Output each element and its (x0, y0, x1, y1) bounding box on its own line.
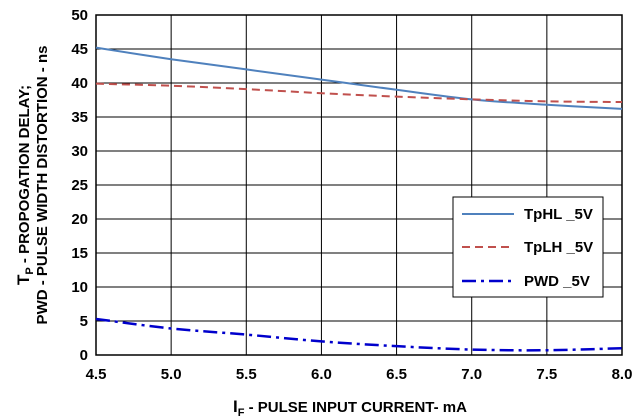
legend-label-tphl: TpHL _5V (524, 206, 593, 223)
x-axis-title-rest: - PULSE INPUT CURRENT- mA (244, 399, 467, 416)
legend-label-pwd: PWD _5V (524, 273, 590, 290)
plot-border (95, 14, 623, 356)
y-tick-label-5: 25 (71, 177, 88, 194)
y-tick-label-3: 15 (71, 245, 88, 262)
x-axis-title-main: I (233, 397, 238, 416)
x-tick-label-4: 6.5 (386, 366, 407, 383)
x-tick-label-1: 5.0 (161, 366, 182, 383)
x-axis-title: IF - PULSE INPUT CURRENT- mA (233, 397, 467, 419)
plot-area-border (95, 14, 623, 356)
y-tick-label-10: 50 (71, 7, 88, 24)
x-tick-label-6: 7.5 (536, 366, 557, 383)
x-tick-label-2: 5.5 (236, 366, 257, 383)
series-line-0 (95, 46, 623, 110)
y-axis-title-main: T (14, 274, 33, 285)
y-tick-label-0: 0 (80, 347, 88, 364)
x-tick-label-7: 8.0 (612, 366, 633, 383)
x-tick-label-5: 7.0 (461, 366, 482, 383)
y-tick-label-7: 35 (71, 109, 88, 126)
y-tick-labels: 0 5 10 15 20 25 30 35 40 45 50 (71, 7, 88, 364)
y-tick-label-1: 5 (80, 313, 88, 330)
y-axis-title-line2: PWD - PULSE WIDTH DISTORTION - ns (34, 46, 51, 325)
series-line-2 (95, 317, 623, 352)
y-axis-title-rest: - PROPOGATION DELAY; (16, 85, 33, 267)
y-axis-title-sub: P (24, 267, 36, 274)
y-tick-label-6: 30 (71, 143, 88, 160)
y-axis-title-line1: TP - PROPOGATION DELAY; (14, 85, 36, 285)
legend: TpHL _5V TpLH _5V PWD _5V (452, 196, 604, 298)
y-tick-label-9: 45 (71, 41, 88, 58)
grid (95, 14, 623, 356)
x-tick-label-0: 4.5 (86, 366, 107, 383)
y-tick-label-4: 20 (71, 211, 88, 228)
legend-label-tplh: TpLH _5V (524, 239, 593, 256)
x-axis-title-sub: F (238, 407, 245, 419)
series-line-1 (95, 82, 623, 104)
y-tick-label-8: 40 (71, 75, 88, 92)
x-tick-label-3: 6.0 (311, 366, 332, 383)
y-tick-label-2: 10 (71, 279, 88, 296)
x-tick-labels: 4.5 5.0 5.5 6.0 6.5 7.0 7.5 8.0 (86, 366, 633, 383)
series-layer (95, 46, 623, 352)
